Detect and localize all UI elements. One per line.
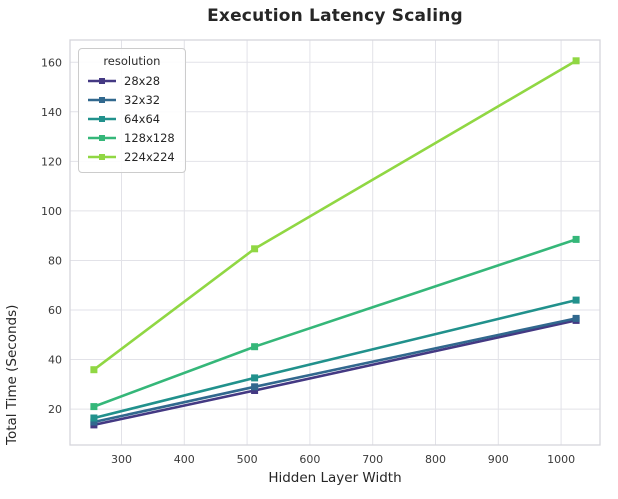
legend-line-sample bbox=[88, 115, 116, 122]
data-point-marker bbox=[90, 418, 98, 426]
legend-line-sample bbox=[88, 77, 116, 84]
legend-item-label: 32x32 bbox=[124, 92, 161, 107]
y-tick-label: 20 bbox=[48, 403, 62, 416]
data-point-marker bbox=[572, 235, 580, 243]
legend-item: 28x28 bbox=[87, 71, 175, 90]
legend-line-sample bbox=[88, 134, 116, 141]
y-tick-label: 160 bbox=[41, 56, 62, 69]
legend-line-sample bbox=[88, 153, 116, 160]
data-point-marker bbox=[251, 245, 259, 253]
data-point-marker bbox=[251, 343, 259, 351]
y-tick-label: 60 bbox=[48, 304, 62, 317]
y-axis-label: Total Time (Seconds) bbox=[4, 304, 20, 445]
legend-item: 32x32 bbox=[87, 90, 175, 109]
x-tick-label: 700 bbox=[362, 453, 383, 466]
legend-item-label: 28x28 bbox=[124, 73, 161, 88]
legend-item-label: 128x128 bbox=[124, 130, 175, 145]
x-tick-label: 400 bbox=[174, 453, 195, 466]
legend-title: resolution bbox=[103, 54, 161, 68]
data-point-marker bbox=[251, 383, 259, 391]
data-point-marker bbox=[251, 387, 259, 394]
legend-line-sample bbox=[88, 96, 116, 103]
x-tick-label: 1000 bbox=[547, 453, 575, 466]
x-tick-label: 900 bbox=[488, 453, 509, 466]
legend-item-label: 64x64 bbox=[124, 111, 161, 126]
series-line-32x32 bbox=[93, 317, 577, 424]
x-tick-label: 300 bbox=[111, 453, 132, 466]
data-point-marker bbox=[90, 366, 98, 374]
y-tick-label: 80 bbox=[48, 255, 62, 268]
data-point-marker bbox=[90, 414, 98, 422]
y-tick-label: 140 bbox=[41, 106, 62, 119]
x-tick-label: 800 bbox=[425, 453, 446, 466]
plot-border bbox=[69, 39, 601, 446]
data-point-marker bbox=[251, 374, 259, 382]
data-point-marker bbox=[572, 57, 580, 65]
y-tick-label: 120 bbox=[41, 155, 62, 168]
x-tick-label: 600 bbox=[299, 453, 320, 466]
y-tick-label: 100 bbox=[41, 205, 62, 218]
chart-title: Execution Latency Scaling bbox=[207, 6, 463, 26]
data-point-marker bbox=[90, 403, 98, 411]
series-line-128x128 bbox=[93, 238, 577, 408]
legend-item-label: 224x224 bbox=[124, 149, 175, 164]
data-point-marker bbox=[572, 314, 580, 322]
x-tick-label: 500 bbox=[237, 453, 258, 466]
legend-item: 224x224 bbox=[87, 147, 175, 166]
x-axis-label: Hidden Layer Width bbox=[268, 470, 402, 486]
legend-items: 28x28 32x32 64x64 128x128 224x224 bbox=[87, 71, 175, 166]
data-point-marker bbox=[572, 296, 580, 304]
y-tick-label: 40 bbox=[48, 354, 62, 367]
legend-item: 128x128 bbox=[87, 128, 175, 147]
legend: resolution 28x28 32x32 64x64 128x128 224x224 bbox=[78, 48, 186, 173]
legend-item: 64x64 bbox=[87, 109, 175, 128]
